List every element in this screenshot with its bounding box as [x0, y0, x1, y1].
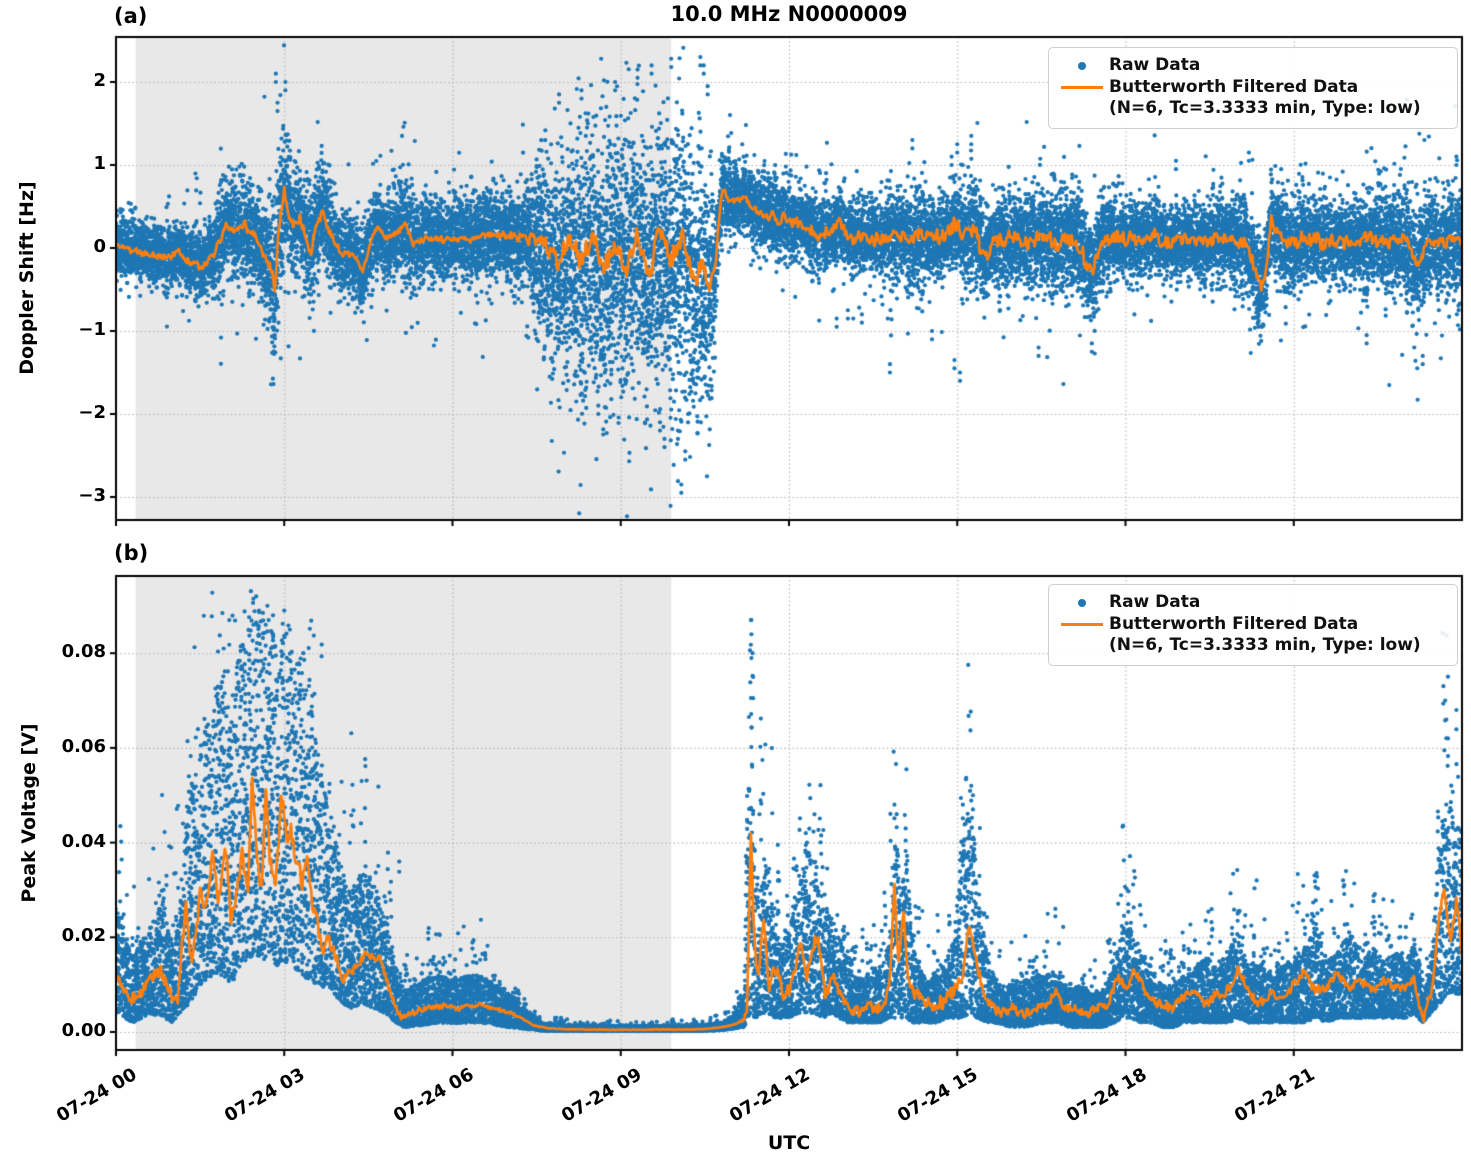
y-tick-label: 0 [93, 236, 106, 257]
raw-data-marker-icon [1055, 592, 1109, 613]
panel-a-ylabel: Doppler Shift [Hz] [16, 181, 38, 375]
legend-filtered-label-main: Butterworth Filtered Data [1109, 614, 1359, 634]
y-tick-label: 2 [93, 70, 106, 91]
legend-row-raw: Raw Data [1055, 55, 1449, 76]
legend-row-filtered: Butterworth Filtered Data (N=6, Tc=3.333… [1055, 77, 1449, 119]
legend-filtered-label: Butterworth Filtered Data (N=6, Tc=3.333… [1109, 614, 1421, 656]
y-tick-label: −3 [78, 485, 106, 506]
x-axis-label: UTC [767, 1132, 811, 1154]
y-tick-label: 0.06 [61, 735, 106, 757]
filtered-line-icon [1055, 614, 1109, 635]
legend-panel-a: Raw Data Butterworth Filtered Data (N=6,… [1048, 47, 1458, 129]
legend-raw-label: Raw Data [1109, 55, 1201, 75]
raw-data-marker-icon [1055, 55, 1109, 76]
filtered-line-icon [1055, 77, 1109, 98]
legend-raw-label: Raw Data [1109, 592, 1201, 612]
panel-b-tag: (b) [114, 541, 149, 565]
y-tick-label: 0.08 [61, 641, 106, 663]
legend-row-filtered: Butterworth Filtered Data (N=6, Tc=3.333… [1055, 614, 1449, 656]
legend-filtered-label-params: (N=6, Tc=3.3333 min, Type: low) [1109, 98, 1421, 118]
y-tick-label: −2 [78, 402, 106, 423]
chart-title: 10.0 MHz N0000009 [670, 2, 908, 26]
y-tick-label: 0.00 [61, 1020, 106, 1041]
legend-row-raw: Raw Data [1055, 592, 1449, 613]
legend-filtered-label: Butterworth Filtered Data (N=6, Tc=3.333… [1109, 77, 1421, 119]
legend-panel-b: Raw Data Butterworth Filtered Data (N=6,… [1048, 584, 1458, 666]
legend-filtered-label-params: (N=6, Tc=3.3333 min, Type: low) [1109, 635, 1421, 655]
y-tick-label: 1 [93, 153, 106, 174]
legend-filtered-label-main: Butterworth Filtered Data [1109, 77, 1359, 97]
y-tick-label: 0.04 [61, 830, 106, 852]
y-tick-label: −1 [78, 319, 106, 340]
y-tick-label: 0.02 [61, 925, 106, 947]
panel-a-tag: (a) [114, 4, 148, 28]
